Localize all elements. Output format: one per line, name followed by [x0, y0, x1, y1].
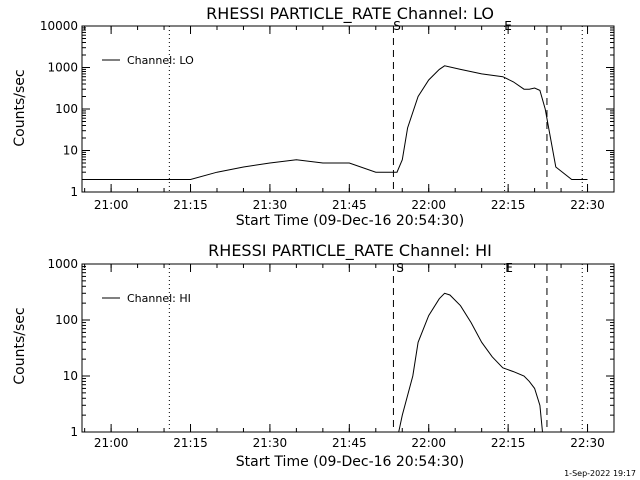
legend-label: Channel: LO [127, 54, 194, 67]
x-axis-label: Start Time (09-Dec-16 20:54:30) [236, 213, 464, 229]
x-tick-label: 21:15 [173, 198, 208, 212]
y-tick-label: 10 [63, 144, 78, 158]
x-tick-label: 22:15 [491, 436, 526, 450]
plot-frame [81, 25, 615, 193]
x-tick-label: 22:00 [411, 198, 446, 212]
y-tick-label: 10000 [40, 19, 78, 33]
start-marker-label: S [393, 19, 401, 33]
x-tick-label: 21:45 [332, 198, 367, 212]
y-axis-label: Counts/sec [12, 307, 28, 384]
series-line [82, 65, 588, 180]
x-tick-label: 21:30 [253, 198, 288, 212]
y-tick-label: 1 [70, 425, 78, 439]
x-tick-label: 21:00 [94, 436, 129, 450]
panel-hi: RHESSI PARTICLE_RATE Channel: HI Start T… [12, 241, 615, 470]
legend-label: Channel: HI [127, 292, 191, 305]
y-axis-label: Counts/sec [12, 69, 28, 146]
y-tick-label: 10 [63, 369, 78, 383]
y-tick-label: 100 [55, 313, 78, 327]
y-tick-label: 100 [55, 102, 78, 116]
x-axis-label: Start Time (09-Dec-16 20:54:30) [236, 454, 464, 470]
x-tick-label: 22:15 [491, 198, 526, 212]
chart-title: RHESSI PARTICLE_RATE Channel: LO [206, 4, 494, 24]
x-tick-label: 21:30 [253, 436, 288, 450]
y-tick-label: 1000 [47, 61, 78, 75]
timestamp: 1-Sep-2022 19:17 [564, 469, 636, 478]
y-tick-label: 1 [70, 185, 78, 199]
panel-lo: RHESSI PARTICLE_RATE Channel: LO Start T… [12, 4, 615, 229]
plot-frame [81, 263, 615, 433]
series-line [398, 292, 543, 433]
x-tick-label: 22:30 [570, 198, 605, 212]
x-tick-label: 21:00 [94, 198, 129, 212]
x-tick-label: 21:45 [332, 436, 367, 450]
x-tick-label: 22:00 [411, 436, 446, 450]
end-marker-label: E [505, 261, 513, 275]
x-tick-label: 21:15 [173, 436, 208, 450]
y-tick-label: 1000 [47, 257, 78, 271]
start-marker-label: S [396, 261, 404, 275]
x-tick-label: 22:30 [570, 436, 605, 450]
chart-title: RHESSI PARTICLE_RATE Channel: HI [208, 241, 492, 261]
